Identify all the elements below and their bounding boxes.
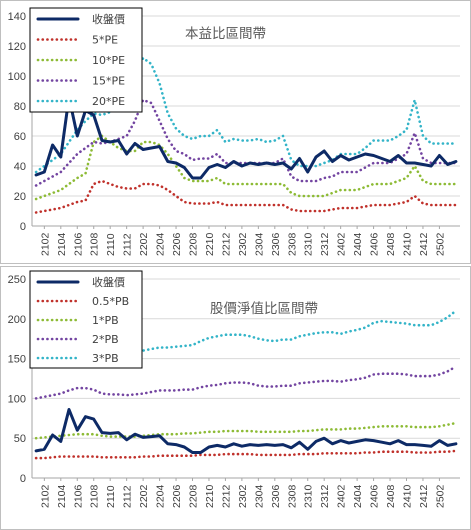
x-tick-label: 2308 [286,484,298,508]
x-tick-label: 2302 [237,232,249,256]
x-tick-label: 2210 [204,232,216,256]
y-tick-label: 0 [20,473,26,485]
x-tick-label: 2312 [319,484,331,508]
x-tick-label: 2204 [155,484,167,508]
x-tick-label: 2102 [39,484,51,508]
x-tick-label: 2112 [122,485,134,508]
y-tick-label: 200 [8,314,26,326]
x-tick-label: 2410 [402,484,414,508]
y-tick-label: 140 [8,11,26,23]
legend-label: 收盤價 [92,12,125,26]
legend-label: 3*PB [92,352,119,365]
chart-svg: 0 50 100 150 200 250 2102 2104 2106 2108 2110 2112 2… [0,266,471,530]
x-tick-label: 2206 [171,232,183,256]
series-line-1 [34,449,458,460]
x-tick-label: 2412 [418,484,430,508]
x-tick-label: 2406 [369,484,381,508]
x-tick-label: 2306 [270,484,282,508]
y-tick-label: 100 [8,71,26,83]
x-tick-label: 2402 [336,232,348,256]
legend-label: 5*PE [92,34,118,47]
y-tick-label: 20 [14,191,26,203]
x-tick-label: 2310 [303,232,315,256]
legend-label: 20*PE [92,95,125,108]
series-line-1 [34,179,458,214]
pe-band-chart-panel: 0 20 40 60 80 100 120 140 2102 2104 2106 2108 2110 21… [0,0,471,264]
x-tick-label: 2412 [418,232,430,256]
y-tick-label: 100 [8,393,26,405]
x-tick-label: 2106 [72,484,84,508]
x-tick-label: 2104 [56,484,68,508]
x-tick-label: 2404 [352,484,364,508]
legend-label: 0.5*PB [92,295,129,308]
x-tick-label: 2404 [352,232,364,256]
x-tick-label: 2110 [105,485,117,508]
x-tick-label: 2410 [402,232,414,256]
legend-label: 10*PE [92,54,125,67]
legend-label: 15*PE [92,75,125,88]
x-tick-label: 2210 [204,484,216,508]
x-tick-label: 2110 [105,233,117,256]
x-tick-label: 2202 [138,484,150,508]
x-tick-label: 2304 [253,232,265,256]
x-tick-label: 2402 [336,484,348,508]
series-line-0 [34,95,458,180]
y-tick-label: 120 [8,41,26,53]
x-tick-label: 2112 [122,233,134,256]
chart-title: 本益比區間帶 [185,26,266,42]
x-tick-label: 2502 [434,232,446,256]
x-tick-label: 2302 [237,484,249,508]
x-tick-label: 2108 [89,232,101,256]
y-tick-label: 80 [14,101,26,113]
x-tick-label: 2206 [171,484,183,508]
x-tick-label: 2102 [39,232,51,256]
x-tick-label: 2106 [72,232,84,256]
y-tick-label: 150 [8,354,26,366]
x-tick-label: 2408 [385,232,397,256]
x-tick-label: 2208 [188,484,200,508]
x-tick-label: 2212 [220,484,232,508]
x-tick-label: 2108 [89,484,101,508]
x-tick-label: 2306 [270,232,282,256]
y-tick-label: 250 [8,274,26,286]
legend-label: 2*PB [92,333,119,346]
series-line-2 [34,421,458,440]
x-tick-label: 2312 [319,232,331,256]
y-tick-label: 40 [14,161,26,173]
x-tick-label: 2212 [220,232,232,256]
x-tick-label: 2104 [56,232,68,256]
legend-label: 收盤價 [92,275,125,289]
x-tick-label: 2310 [303,484,315,508]
pb-band-chart-panel: 0 50 100 150 200 250 2102 2104 2106 2108 2110 2112 2… [0,266,471,530]
x-tick-label: 2502 [434,484,446,508]
series-line-0 [34,408,458,454]
x-tick-label: 2202 [138,232,150,256]
x-tick-label: 2304 [253,484,265,508]
x-tick-label: 2406 [369,232,381,256]
legend-label: 1*PB [92,314,119,327]
x-tick-label: 2408 [385,484,397,508]
series-line-2 [34,134,458,201]
y-tick-label: 0 [20,221,26,233]
y-tick-label: 50 [14,433,26,445]
chart-svg: 0 20 40 60 80 100 120 140 2102 2104 2106 2108 2110 21… [0,0,471,264]
x-tick-label: 2308 [286,232,298,256]
x-tick-label: 2208 [188,232,200,256]
x-tick-label: 2204 [155,232,167,256]
chart-title: 股價淨值比區間帶 [210,301,318,317]
y-tick-label: 60 [14,131,26,143]
